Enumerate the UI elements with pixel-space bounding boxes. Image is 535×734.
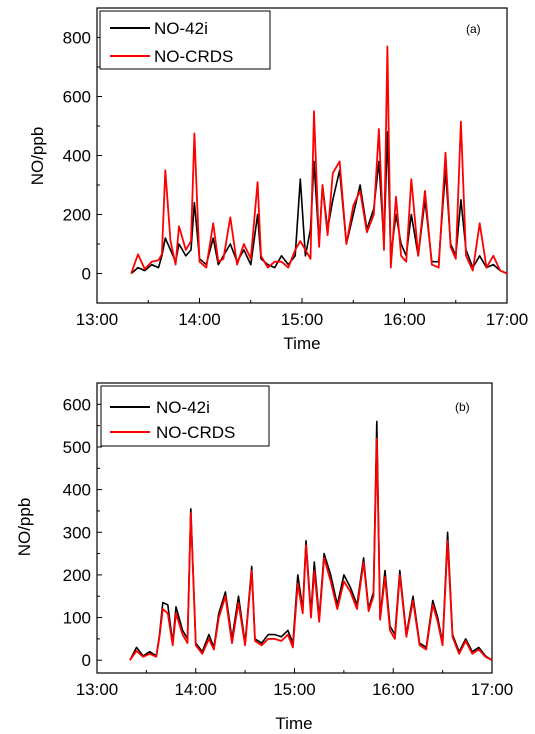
series-line-a-no-crds: [130, 45, 508, 275]
y-tick-label-a-0: 0: [82, 265, 91, 284]
legend-label-b-0: NO-42i: [156, 398, 210, 417]
x-tick-label-a-0: 13:00: [76, 310, 119, 329]
x-tick-label-a-2: 15:00: [281, 310, 324, 329]
legend-label-b-1: NO-CRDS: [156, 423, 235, 442]
chart-panel-b: 13:00 14:00 15:00 16:00 17:00 0 100 200 300 400 50…: [15, 382, 514, 733]
chart-panel-a: 13:00 14:00 15:00 16:00 17:00 0 200 400 600 800 T…: [28, 7, 529, 353]
axis-ticks-a: 13:00 14:00 15:00 16:00 17:00 0 200 400 600 800: [63, 29, 529, 330]
legend-b: NO-42i NO-CRDS: [100, 385, 270, 447]
x-axis-label-a: Time: [283, 334, 320, 353]
y-tick-label-b-6: 600: [63, 395, 91, 414]
legend-box-b: [100, 385, 270, 447]
x-tick-label-a-4: 17:00: [486, 310, 529, 329]
series-line-a-no-42i: [130, 131, 508, 275]
legend-label-a-1: NO-CRDS: [154, 47, 233, 66]
y-tick-label-b-1: 100: [63, 609, 91, 628]
y-tick-label-b-3: 300: [63, 523, 91, 542]
x-tick-label-b-2: 15:00: [273, 680, 316, 699]
series-lines-a: [130, 45, 508, 275]
legend-label-a-0: NO-42i: [154, 19, 208, 38]
x-axis-label-b: Time: [275, 714, 312, 733]
panel-label-a: (a): [466, 22, 481, 36]
legend-a: NO-42i NO-CRDS: [99, 10, 271, 70]
y-tick-label-b-5: 500: [63, 438, 91, 457]
y-tick-label-b-4: 400: [63, 481, 91, 500]
y-tick-label-b-2: 200: [63, 566, 91, 585]
y-tick-label-b-0: 0: [82, 651, 91, 670]
y-axis-label-b: NO/ppb: [15, 498, 34, 557]
legend-box-a: [99, 10, 271, 70]
x-tick-label-b-3: 16:00: [372, 680, 415, 699]
y-tick-label-a-4: 800: [63, 29, 91, 48]
y-tick-label-a-2: 400: [63, 147, 91, 166]
x-tick-label-a-3: 16:00: [383, 310, 426, 329]
x-tick-label-b-4: 17:00: [471, 680, 514, 699]
series-lines-b: [129, 420, 493, 662]
x-tick-label-a-1: 14:00: [178, 310, 221, 329]
y-tick-label-a-3: 600: [63, 88, 91, 107]
y-tick-label-a-1: 200: [63, 206, 91, 225]
x-tick-label-b-1: 14:00: [174, 680, 217, 699]
series-line-b-no-crds: [129, 437, 493, 662]
panel-label-b: (b): [455, 400, 470, 414]
y-axis-label-a: NO/ppb: [28, 127, 47, 186]
x-tick-label-b-0: 13:00: [76, 680, 119, 699]
axis-ticks-b: 13:00 14:00 15:00 16:00 17:00 0 100 200 300 400 50…: [63, 395, 514, 699]
